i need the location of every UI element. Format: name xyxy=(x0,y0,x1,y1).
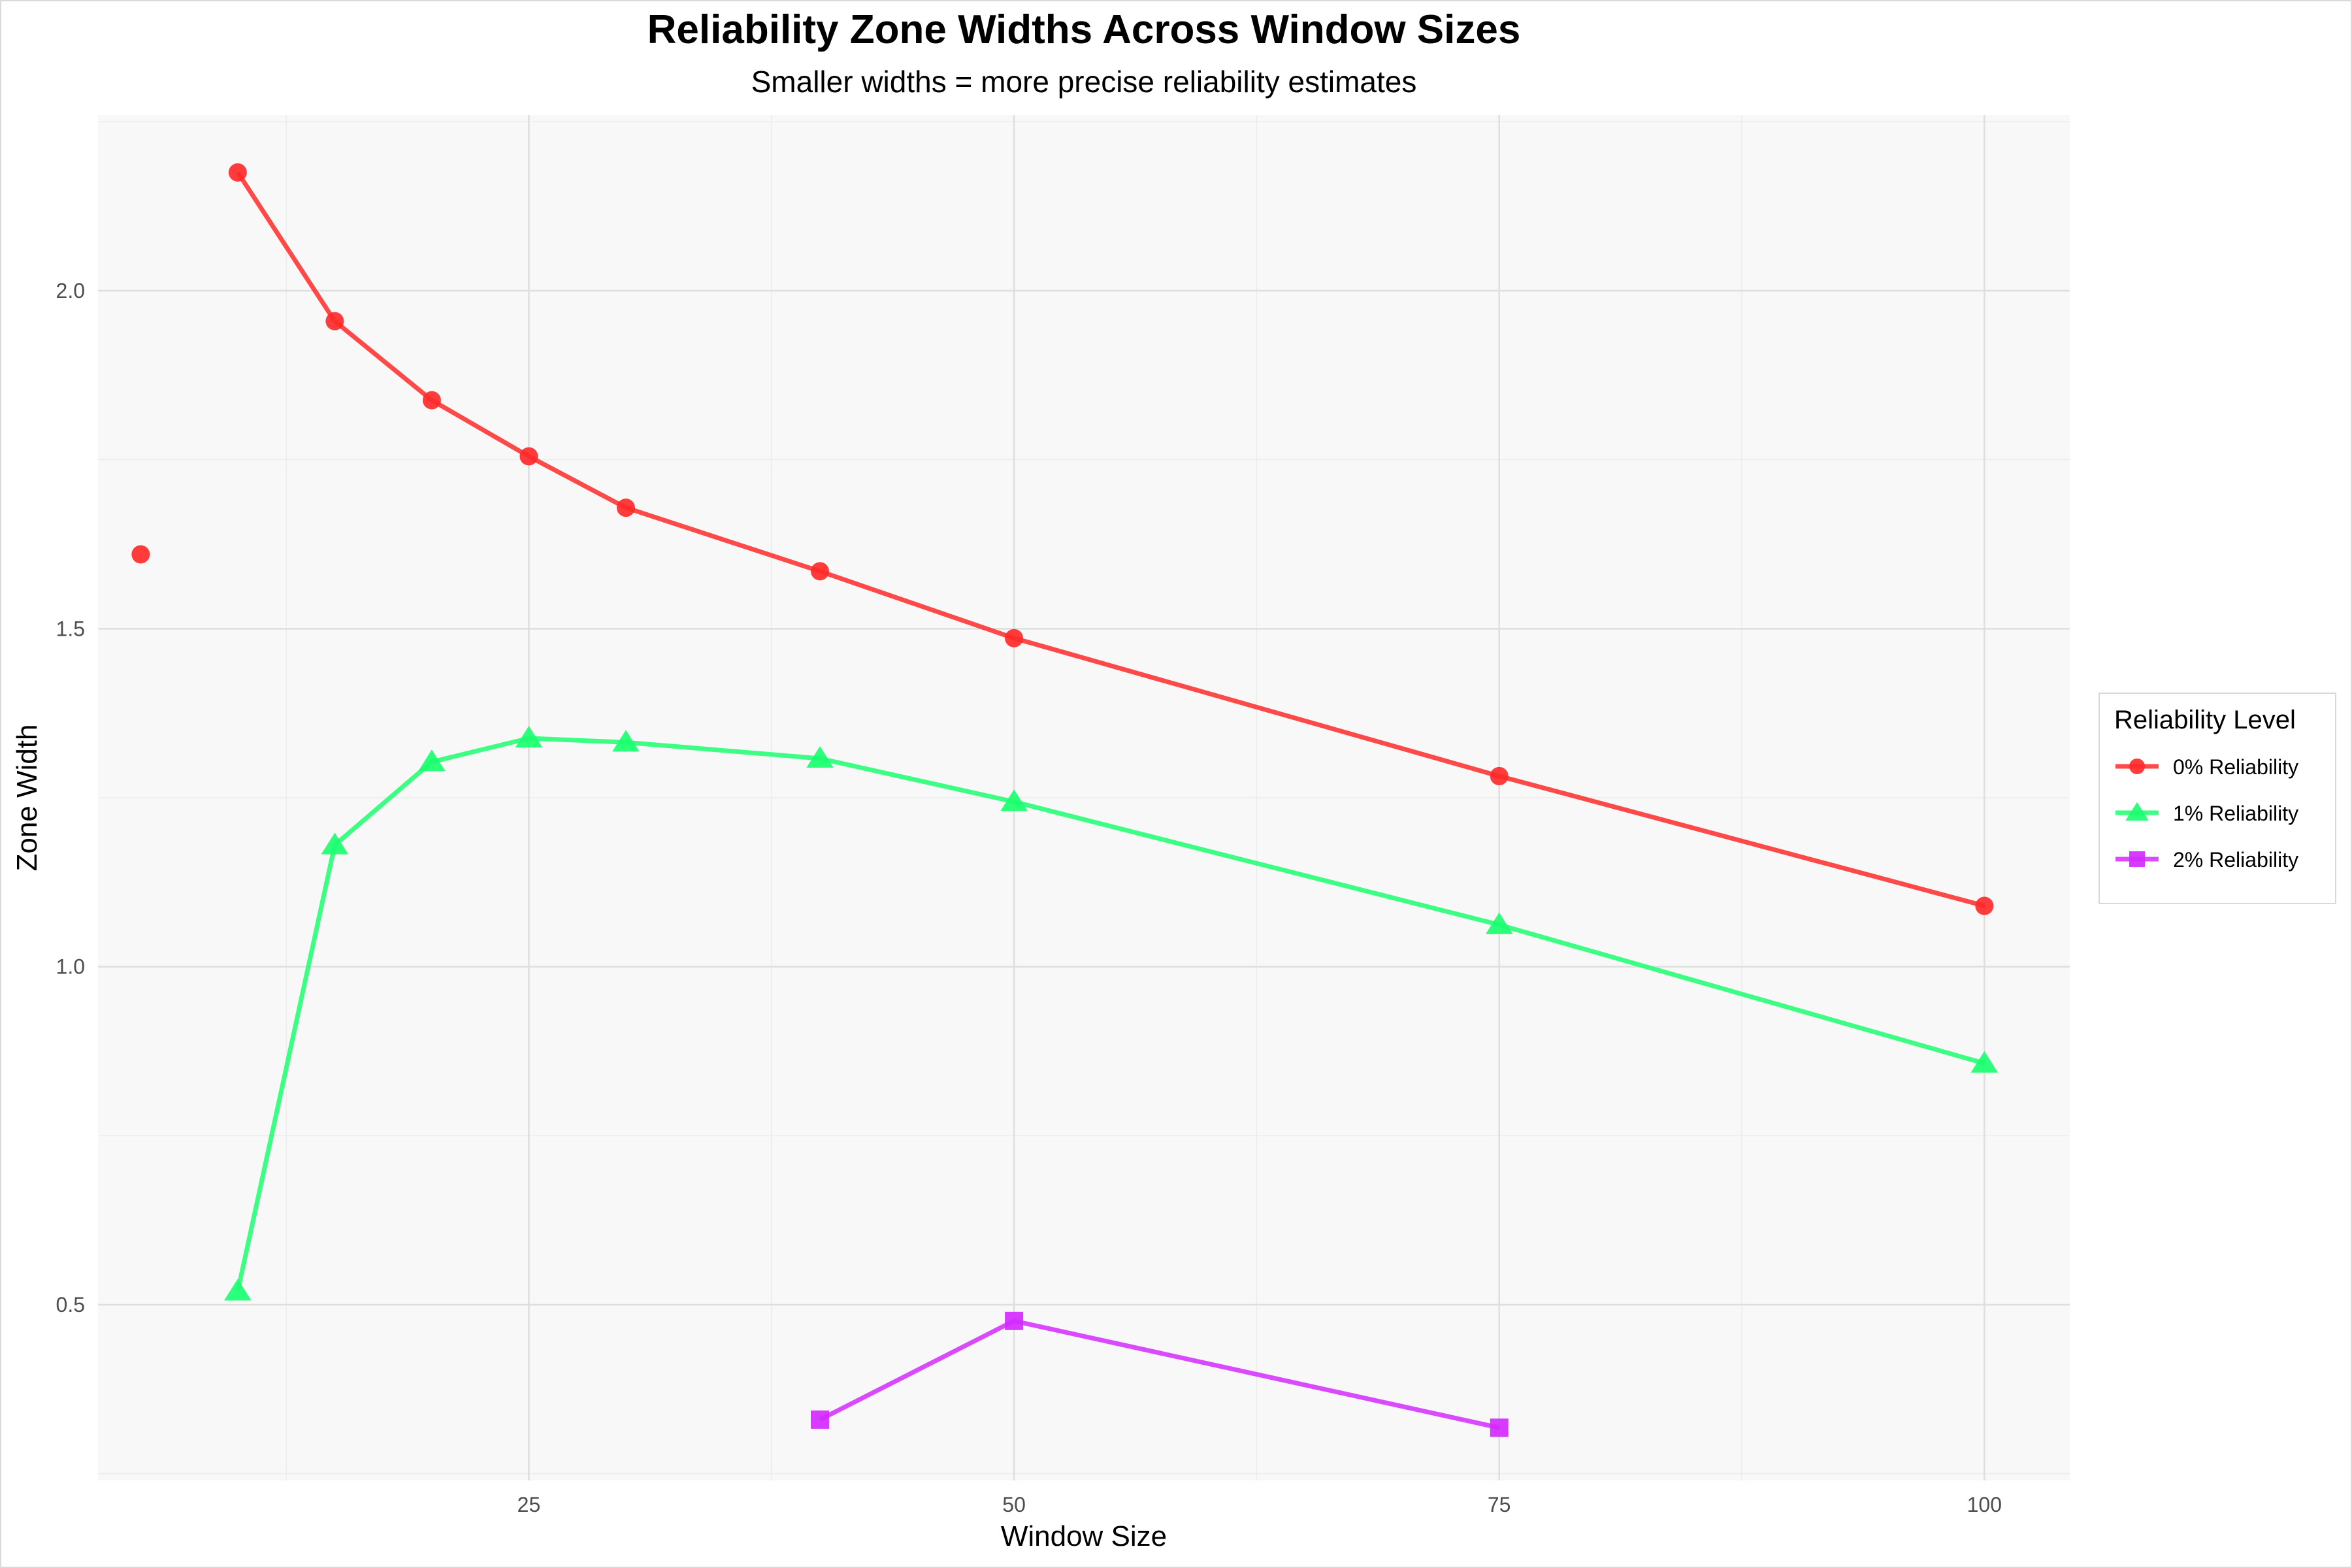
legend-label: 0% Reliability xyxy=(2173,755,2299,779)
data-point-triangle xyxy=(1970,1051,1999,1073)
data-point-triangle xyxy=(418,749,446,772)
data-point-triangle xyxy=(321,832,349,855)
data-point-square xyxy=(1005,1311,1024,1330)
data-point-circle xyxy=(422,391,441,410)
data-point-circle xyxy=(131,545,150,564)
legend-marker-square xyxy=(2129,851,2145,867)
data-point-triangle xyxy=(1000,789,1028,811)
y-tick-label: 1.0 xyxy=(56,955,85,979)
legend-title: Reliability Level xyxy=(2114,706,2296,734)
x-axis-title: Window Size xyxy=(1001,1520,1167,1552)
data-point-triangle xyxy=(806,746,834,768)
y-tick-label: 0.5 xyxy=(56,1293,85,1316)
data-point-square xyxy=(811,1410,830,1429)
data-point-circle xyxy=(228,163,247,182)
legend: Reliability Level 0% Reliability 1% Reli… xyxy=(2099,693,2336,904)
legend-item-2-reliability: 2% Reliability xyxy=(2113,843,2328,875)
x-tick-label: 50 xyxy=(1002,1493,1026,1516)
legend-key-0 xyxy=(2115,759,2159,774)
legend-marker-triangle xyxy=(2125,802,2149,821)
legend-key-2 xyxy=(2115,851,2159,867)
data-point-circle xyxy=(1490,766,1509,785)
legend-label: 2% Reliability xyxy=(2173,848,2299,872)
series-0 xyxy=(131,163,1994,915)
tick-labels: 25 50 75 100 0.5 1.0 1.5 2.0 xyxy=(56,279,2002,1516)
major-gridlines xyxy=(98,115,2070,1480)
series-1 xyxy=(224,726,1999,1301)
chart-subtitle: Smaller widths = more precise reliabilit… xyxy=(751,65,1417,99)
data-point-circle xyxy=(616,498,635,517)
data-point-triangle xyxy=(515,726,543,748)
data-point-triangle xyxy=(224,1279,252,1301)
legend-marker-circle xyxy=(2129,759,2145,774)
data-point-circle xyxy=(519,447,538,466)
legend-label: 1% Reliability xyxy=(2173,802,2299,825)
data-point-square xyxy=(1490,1418,1509,1437)
data-point-circle xyxy=(1975,896,1994,915)
legend-item-0-reliability: 0% Reliability xyxy=(2113,750,2328,783)
data-point-circle xyxy=(1005,629,1024,647)
data-point-triangle xyxy=(612,730,640,752)
x-tick-label: 25 xyxy=(517,1493,541,1516)
data-point-circle xyxy=(811,562,830,581)
legend-item-1-reliability: 1% Reliability xyxy=(2113,796,2328,829)
y-axis-title: Zone Width xyxy=(11,725,43,872)
minor-gridlines xyxy=(98,115,2070,1480)
x-tick-label: 100 xyxy=(1967,1493,2002,1516)
chart-title: Reliability Zone Widths Across Window Si… xyxy=(647,7,1521,52)
y-tick-label: 2.0 xyxy=(56,279,85,302)
legend-key-1 xyxy=(2115,802,2159,821)
x-tick-label: 75 xyxy=(1488,1493,1511,1516)
y-tick-label: 1.5 xyxy=(56,617,85,640)
series-layer xyxy=(131,163,1999,1437)
data-point-circle xyxy=(325,312,344,331)
data-point-triangle xyxy=(1485,912,1513,934)
series-2 xyxy=(811,1311,1509,1437)
